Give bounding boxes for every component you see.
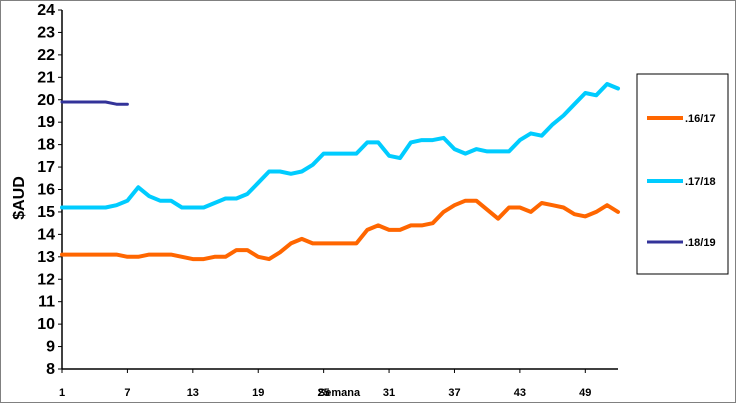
y-tick-label: 12 [37,271,55,288]
x-axis-title: Semana [318,387,361,399]
y-tick-label: 15 [37,204,55,221]
legend: .16/17 .17/18 .18/19 [636,73,729,275]
x-tick-label: 13 [187,387,199,399]
y-tick-label: 16 [37,182,55,199]
series-lines [60,82,620,262]
y-tick-label: 8 [46,361,55,378]
x-tick-label: 43 [514,387,526,399]
x-tick-label: 49 [579,387,591,399]
x-tick-label: 7 [124,387,130,399]
y-tick-label: 21 [37,69,55,86]
y-tick-label: 22 [37,47,55,64]
y-tick-label: 13 [37,249,55,266]
y-tick-label: 24 [37,2,55,19]
y-tick-label: 20 [37,92,55,109]
series-line-3 [60,100,129,106]
legend-label-2: .17/18 [685,176,716,188]
y-tick-label: 14 [37,226,55,243]
x-tick-label: 1 [59,387,65,399]
y-tick-label: 11 [38,294,55,311]
x-tick-label: 37 [448,387,460,399]
y-tick-label: 9 [46,339,55,356]
x-tick-label: 19 [252,387,264,399]
x-tick-label: 25 [318,387,330,399]
x-axis-ticks: 1 7 13 19 25 31 37 43 49 [59,369,591,399]
y-tick-label: 17 [37,159,55,176]
series-line-2 [60,82,620,210]
y-axis-ticks: 8 9 10 11 12 13 14 15 16 17 18 19 20 21 22 23 24 [37,2,62,378]
y-tick-label: 23 [37,24,55,41]
legend-label-1: .16/17 [685,113,716,125]
legend-label-3: .18/19 [685,237,716,249]
y-tick-label: 18 [37,137,55,154]
y-tick-label: 10 [37,316,55,333]
y-axis-title: $AUD [11,176,28,220]
series-line-1 [60,198,620,262]
x-tick-label: 31 [383,387,395,399]
y-tick-label: 19 [37,114,55,131]
